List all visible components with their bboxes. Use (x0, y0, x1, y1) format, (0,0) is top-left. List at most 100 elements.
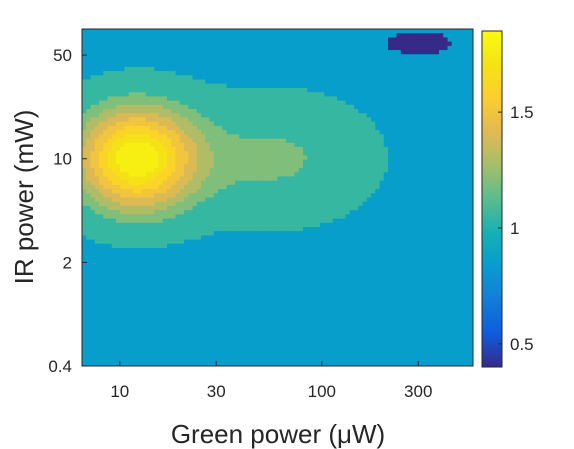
contour-cell (443, 125, 449, 131)
contour-cell (434, 248, 440, 253)
contour-cell (264, 104, 270, 110)
contour-cell (417, 184, 423, 190)
contour-cell (332, 189, 338, 194)
contour-cell (460, 210, 466, 215)
contour-cell (188, 66, 194, 72)
contour-cell (141, 121, 147, 127)
contour-cell (86, 62, 92, 68)
contour-cell (264, 252, 270, 258)
contour-cell (158, 248, 164, 253)
contour-cell (464, 205, 470, 211)
contour-cell (175, 58, 181, 64)
contour-cell (252, 155, 257, 161)
contour-cell (456, 66, 461, 72)
contour-cell (243, 100, 249, 106)
contour-cell (243, 75, 249, 81)
contour-cell (171, 45, 177, 51)
contour-cell (230, 214, 236, 220)
contour-cell (383, 248, 389, 253)
contour-cell (315, 176, 321, 182)
contour-cell (464, 50, 470, 55)
contour-cell (362, 117, 368, 123)
contour-cell (137, 159, 143, 165)
contour-cell (154, 159, 160, 165)
contour-cell (298, 83, 304, 89)
contour-cell (82, 239, 87, 245)
contour-cell (345, 252, 351, 258)
contour-cell (460, 58, 466, 64)
contour-cell (128, 243, 134, 249)
contour-cell (379, 37, 385, 43)
contour-cell (358, 121, 364, 127)
contour-cell (311, 87, 317, 93)
contour-cell (303, 231, 308, 237)
contour-cell (201, 214, 206, 220)
contour-cell (324, 210, 330, 215)
contour-cell (247, 113, 253, 119)
contour-cell (145, 226, 151, 232)
contour-cell (354, 197, 359, 203)
contour-cell (150, 205, 155, 211)
contour-cell (192, 218, 198, 224)
contour-cell (218, 248, 223, 253)
contour-cell (264, 163, 270, 169)
contour-cell (354, 121, 359, 127)
contour-cell (443, 163, 449, 169)
contour-cell (107, 222, 113, 228)
contour-cell (286, 210, 291, 215)
contour-cell (205, 163, 211, 169)
contour-cell (371, 222, 376, 228)
contour-cell (337, 109, 342, 114)
contour-cell (422, 252, 427, 258)
contour-cell (247, 197, 253, 203)
contour-cell (128, 218, 134, 224)
contour-cell (434, 134, 440, 140)
contour-cell (281, 62, 287, 68)
contour-cell (447, 134, 453, 140)
contour-cell (179, 37, 185, 43)
contour-cell (162, 83, 168, 89)
contour-cell (196, 71, 202, 76)
contour-cell (128, 180, 134, 186)
contour-cell (128, 151, 134, 156)
contour-cell (103, 189, 109, 194)
contour-cell (99, 33, 104, 39)
contour-cell (307, 58, 313, 64)
contour-cell (371, 218, 376, 224)
contour-cell (209, 104, 215, 110)
contour-cell (413, 62, 419, 68)
contour-cell (422, 121, 427, 127)
contour-cell (82, 121, 87, 127)
contour-cell (324, 146, 330, 152)
contour-cell (175, 239, 181, 245)
contour-cell (171, 92, 177, 97)
contour-cell (175, 117, 181, 123)
contour-cell (158, 75, 164, 81)
contour-cell (460, 159, 466, 165)
contour-cell (239, 197, 245, 203)
contour-cell (434, 117, 440, 123)
contour-cell (213, 41, 219, 47)
contour-cell (456, 79, 461, 85)
contour-cell (413, 231, 419, 237)
contour-cell (196, 130, 202, 135)
contour-cell (430, 146, 436, 152)
contour-cell (383, 243, 389, 249)
contour-cell (256, 252, 262, 258)
contour-cell (107, 92, 113, 97)
contour-cell (107, 201, 113, 207)
contour-cell (303, 168, 308, 173)
contour-cell (137, 163, 143, 169)
contour-cell (383, 117, 389, 123)
contour-cell (434, 92, 440, 97)
contour-cell (230, 218, 236, 224)
contour-cell (400, 184, 406, 190)
contour-cell (341, 210, 347, 215)
contour-cell (341, 163, 347, 169)
contour-cell (116, 252, 121, 258)
contour-cell (260, 50, 266, 55)
contour-cell (422, 71, 427, 76)
contour-cell (167, 146, 172, 152)
contour-cell (273, 100, 279, 106)
contour-cell (298, 210, 304, 215)
